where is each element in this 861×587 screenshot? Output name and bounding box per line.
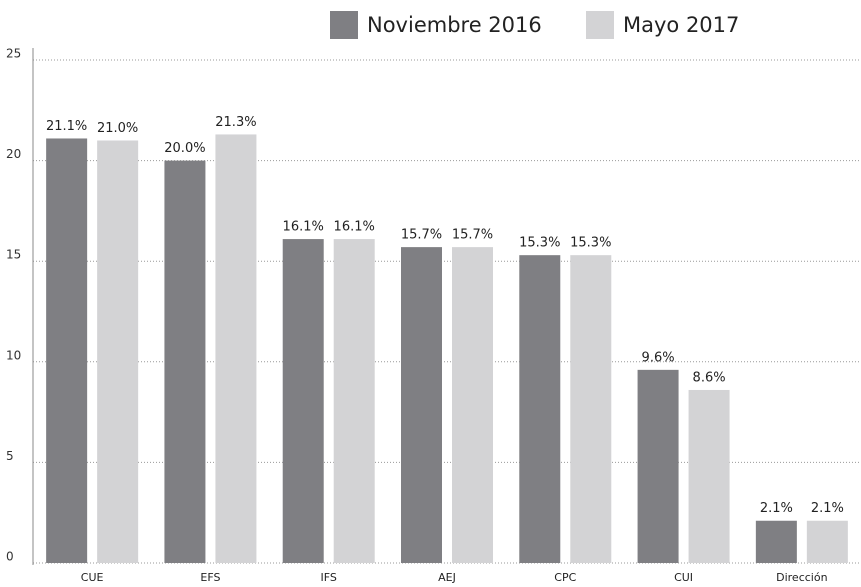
bar (519, 255, 561, 563)
bar (637, 369, 679, 563)
x-tick-label: AEJ (438, 571, 456, 584)
value-label: 21.3% (215, 115, 256, 130)
legend-swatch (330, 11, 358, 39)
x-tick-label: IFS (321, 571, 337, 584)
bar (333, 239, 375, 563)
bar (452, 247, 493, 563)
bar (806, 520, 848, 563)
bar (688, 389, 730, 563)
bar (215, 134, 257, 563)
value-label: 9.6% (642, 350, 675, 365)
value-label: 15.3% (519, 236, 560, 251)
y-tick-label: 20 (6, 147, 21, 161)
bar (46, 138, 88, 563)
x-tick-label: Dirección (776, 571, 827, 584)
bar (401, 247, 442, 563)
value-label: 2.1% (811, 501, 844, 516)
y-tick-label: 15 (6, 248, 21, 262)
bar (755, 520, 797, 563)
value-label: 16.1% (283, 220, 324, 235)
x-tick-label: CPC (554, 571, 576, 584)
bar (97, 140, 139, 564)
y-tick-label: 0 (6, 550, 14, 564)
value-label: 15.3% (570, 236, 611, 251)
value-label: 8.6% (693, 370, 726, 385)
x-tick-label: CUE (81, 571, 104, 584)
value-label: 15.7% (401, 228, 442, 243)
y-tick-label: 10 (6, 348, 21, 362)
value-label: 16.1% (334, 220, 375, 235)
value-label: 21.1% (46, 119, 87, 134)
bar (164, 160, 206, 563)
legend-label: Mayo 2017 (623, 13, 739, 37)
legend-swatch (586, 11, 614, 39)
bar (570, 255, 612, 563)
y-tick-label: 25 (6, 47, 21, 61)
x-tick-label: EFS (200, 571, 220, 584)
value-label: 20.0% (164, 141, 205, 156)
value-label: 2.1% (760, 501, 793, 516)
legend-label: Noviembre 2016 (367, 13, 542, 37)
y-tick-label: 5 (6, 449, 14, 463)
bar (282, 239, 324, 563)
value-label: 15.7% (452, 228, 493, 243)
value-label: 21.0% (97, 121, 138, 136)
x-tick-label: CUI (674, 571, 693, 584)
